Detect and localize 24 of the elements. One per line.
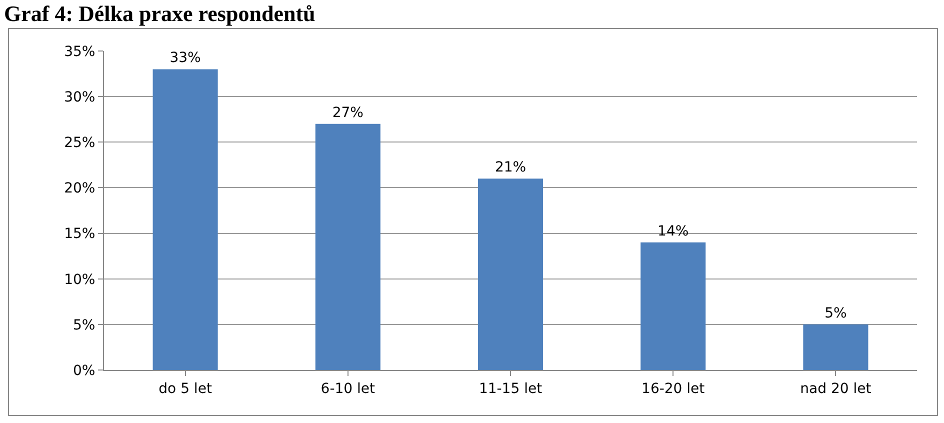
data-label: 5%	[824, 305, 847, 322]
x-tick-label: do 5 let	[158, 380, 212, 397]
bar	[152, 69, 218, 370]
bar	[803, 324, 868, 370]
data-label: 27%	[332, 104, 364, 121]
data-label: 21%	[494, 160, 526, 176]
x-tick-label: 11-15 let	[478, 380, 543, 397]
y-tick-label: 25%	[64, 135, 96, 152]
bar	[478, 178, 544, 370]
y-tick-label: 35%	[64, 44, 96, 60]
y-tick-label: 15%	[64, 226, 96, 242]
x-tick-label: 16-20 let	[642, 380, 706, 397]
bar	[315, 124, 380, 370]
x-tick-label: nad 20 let	[800, 380, 872, 397]
bar	[640, 242, 706, 370]
y-tick-label: 20%	[64, 180, 96, 197]
y-tick-label: 0%	[72, 362, 96, 379]
data-label: 33%	[170, 50, 201, 66]
y-tick-label: 5%	[72, 317, 96, 334]
x-tick-label: 6-10 let	[320, 380, 376, 397]
y-tick-label: 30%	[64, 89, 96, 106]
chart-title: Graf 4: Délka praxe respondentů	[4, 1, 316, 26]
y-tick-label: 10%	[64, 272, 96, 288]
data-label: 14%	[658, 223, 689, 240]
